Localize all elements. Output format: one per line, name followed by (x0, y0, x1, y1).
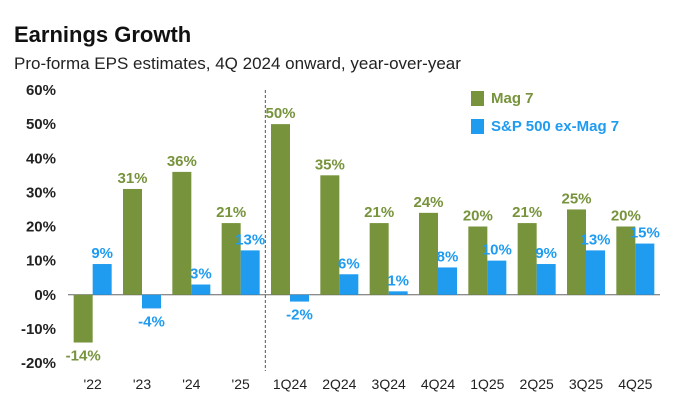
mag7-data-label: 24% (413, 194, 443, 211)
mag7-data-label: 35% (315, 156, 345, 173)
mag7-data-label: 21% (364, 204, 394, 221)
sp500-ex-mag7-bar (487, 260, 507, 295)
x-tick-label: 4Q25 (618, 376, 652, 392)
y-tick-label: -10% (21, 321, 56, 338)
y-tick-label: 10% (26, 253, 56, 270)
mag7-data-label: 50% (265, 105, 295, 122)
mag7-bar (616, 226, 636, 295)
mag7-data-label: 21% (216, 204, 246, 221)
mag7-data-label: 36% (167, 153, 197, 170)
mag7-bar (172, 171, 192, 295)
mag7-legend-swatch (471, 91, 484, 106)
x-tick-label: 4Q24 (421, 376, 455, 392)
sp500-ex-mag7-data-label: 8% (437, 248, 459, 265)
mag7-data-label: 25% (561, 190, 591, 207)
sp500-ex-mag7-bar (635, 243, 655, 295)
mag7-data-label: 21% (512, 204, 542, 221)
y-tick-label: 60% (26, 82, 56, 99)
mag7-bar (73, 294, 93, 343)
x-tick-label: '25 (232, 376, 250, 392)
mag7-legend-label: Mag 7 (491, 90, 534, 107)
x-tick-label: 2Q25 (520, 376, 554, 392)
sp500-ex-mag7-data-label: 13% (235, 231, 265, 248)
chart-title: Earnings Growth (14, 22, 192, 47)
mag7-data-label: 20% (463, 208, 493, 225)
y-tick-label: 50% (26, 116, 56, 133)
sp500-ex-mag7-data-label: -2% (286, 307, 313, 324)
x-tick-label: 3Q25 (569, 376, 603, 392)
sp500-ex-mag7-data-label: 6% (338, 255, 360, 272)
sp500-ex-mag7-bar (388, 291, 408, 295)
sp500-ex-mag7-data-label: -4% (138, 313, 165, 330)
mag7-data-label: 20% (611, 208, 641, 225)
sp500-ex-mag7-data-label: 10% (482, 242, 512, 259)
sp500-ex-mag7-legend-label: S&P 500 ex-Mag 7 (491, 118, 619, 135)
sp500-ex-mag7-data-label: 9% (91, 245, 113, 262)
mag7-bar (567, 209, 586, 295)
x-tick-label: '22 (84, 376, 102, 392)
mag7-bar (320, 175, 340, 295)
sp500-ex-mag7-bar (536, 264, 556, 295)
sp500-ex-mag7-bar (92, 264, 112, 295)
sp500-ex-mag7-bar (142, 294, 161, 309)
x-tick-label: 3Q24 (372, 376, 406, 392)
sp500-ex-mag7-data-label: 15% (630, 225, 660, 242)
x-tick-label: '24 (182, 376, 200, 392)
sp500-ex-mag7-bar (290, 294, 309, 302)
y-tick-label: 0% (34, 287, 56, 304)
chart-subtitle: Pro-forma EPS estimates, 4Q 2024 onward,… (14, 54, 461, 73)
sp500-ex-mag7-data-label: 9% (535, 245, 557, 262)
mag7-bar (369, 223, 389, 295)
x-tick-label: 1Q24 (273, 376, 307, 392)
sp500-ex-mag7-data-label: 1% (387, 272, 409, 289)
sp500-ex-mag7-data-label: 13% (580, 231, 610, 248)
sp500-ex-mag7-data-label: 3% (190, 266, 212, 283)
mag7-data-label: -14% (66, 348, 101, 365)
mag7-bar (517, 223, 537, 295)
mag7-bar (221, 223, 241, 295)
x-tick-label: 1Q25 (470, 376, 504, 392)
y-tick-label: 30% (26, 184, 56, 201)
y-tick-label: 40% (26, 150, 56, 167)
x-tick-label: 2Q24 (322, 376, 356, 392)
sp500-ex-mag7-bar (586, 250, 605, 295)
mag7-bar (468, 226, 488, 295)
mag7-bar (271, 124, 290, 295)
mag7-bar (123, 188, 142, 295)
sp500-ex-mag7-bar (191, 284, 211, 295)
sp500-ex-mag7-bar (240, 250, 260, 295)
mag7-data-label: 31% (117, 170, 147, 187)
mag7-bar (419, 212, 438, 295)
sp500-ex-mag7-bar (438, 267, 457, 295)
y-tick-label: -20% (21, 355, 56, 372)
sp500-ex-mag7-legend-swatch (471, 119, 484, 134)
y-tick-label: 20% (26, 219, 56, 236)
x-tick-label: '23 (133, 376, 151, 392)
sp500-ex-mag7-bar (339, 274, 359, 295)
